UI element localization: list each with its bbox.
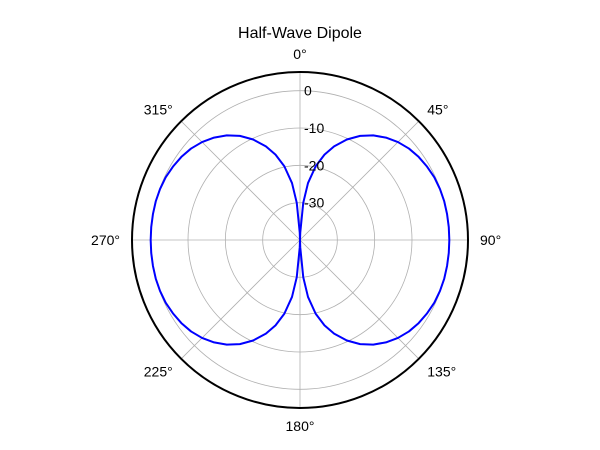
- r-tick-label-0: 0: [304, 83, 312, 99]
- r-tick-label-3: -30: [304, 195, 324, 211]
- r-tick-label-1: -10: [304, 120, 324, 136]
- theta-grid-line-1: [299, 120, 420, 241]
- r-tick-label-2: -20: [304, 157, 324, 173]
- theta-tick-label-6: 270°: [91, 232, 120, 248]
- theta-tick-label-1: 45°: [427, 102, 448, 118]
- label-layer: 0° 45° 90° 135° 180° 225° 270° 315° 0 -10 -20 -30: [91, 46, 501, 434]
- chart-title: Half-Wave Dipole: [238, 25, 362, 42]
- theta-grid-line-3: [299, 239, 420, 360]
- theta-tick-label-7: 315°: [144, 102, 173, 118]
- grid-layer: [132, 72, 468, 408]
- theta-tick-label-4: 180°: [286, 418, 315, 434]
- frame-layer: [131, 71, 469, 409]
- theta-grid-line-5: [180, 239, 301, 360]
- theta-tick-label-5: 225°: [144, 363, 173, 379]
- theta-tick-label-2: 90°: [480, 232, 501, 248]
- theta-tick-label-0: 0°: [293, 46, 306, 62]
- series-line-0: [149, 134, 451, 346]
- theta-tick-label-3: 135°: [427, 363, 456, 379]
- series-layer: [149, 134, 451, 346]
- polar-frame: [131, 71, 469, 409]
- theta-grid-line-7: [180, 120, 301, 241]
